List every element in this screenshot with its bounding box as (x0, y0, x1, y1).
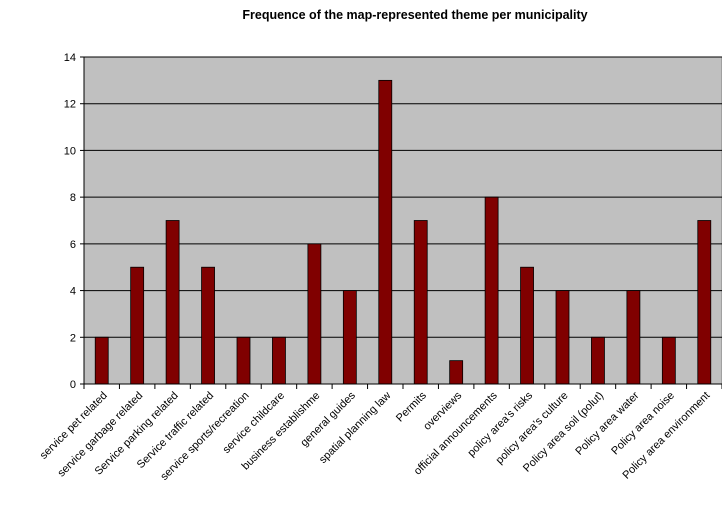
bar (165, 220, 180, 385)
y-tick-label: 14 (64, 52, 76, 64)
y-tick-label: 6 (70, 239, 76, 251)
bar (661, 336, 676, 385)
y-tick-label: 12 (64, 99, 76, 111)
bar (130, 266, 145, 385)
bar (449, 360, 464, 385)
chart-title: Frequence of the map-represented theme p… (242, 8, 588, 22)
bar (413, 220, 428, 385)
bar (236, 336, 251, 385)
bar (201, 266, 215, 385)
x-tick-label: spatial planning law (317, 390, 393, 466)
bar (555, 290, 570, 385)
bar (626, 290, 641, 385)
bar (591, 336, 605, 385)
x-tick-label: service pet related (38, 390, 110, 462)
bar (94, 336, 109, 385)
bar (307, 243, 322, 385)
x-tick-label: Policy area noise (609, 390, 677, 458)
bar (520, 266, 534, 385)
y-tick-label: 2 (70, 332, 76, 344)
y-tick-label: 0 (70, 379, 76, 391)
y-tick-label: 8 (70, 192, 76, 204)
x-tick-label: Policy area water (573, 389, 641, 457)
x-tick-label: service childcare (221, 390, 287, 456)
plot-area (83, 56, 722, 385)
bar (484, 196, 499, 385)
y-tick-label: 4 (70, 286, 76, 298)
bar (342, 290, 357, 385)
bar (378, 79, 393, 385)
x-tick-label: Permits (394, 389, 429, 424)
bar (697, 220, 712, 385)
bar (272, 336, 286, 385)
x-tick-label: policy area's risks (466, 389, 536, 459)
y-tick-label: 10 (64, 145, 76, 157)
